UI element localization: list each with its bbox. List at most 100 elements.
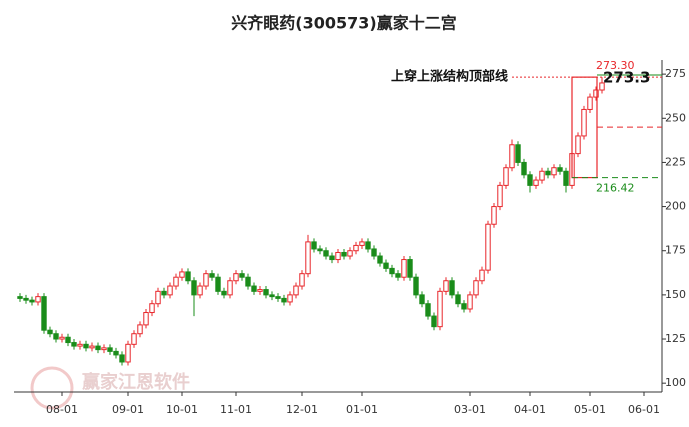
last-price: 273.3 [603,69,650,87]
candle-body [515,144,521,163]
candle-body [185,271,191,282]
candle-body [533,179,539,186]
candle-body [35,296,41,303]
candle-body [485,223,491,271]
candle-body [443,280,449,292]
y-tick-label: 175 [665,244,686,257]
y-tick-label: 225 [665,155,686,168]
chart-title: 兴齐眼药(300573)赢家十二宫 [231,14,456,33]
candle-body [581,108,587,137]
watermark-logo [30,366,74,410]
candle-body [425,303,431,317]
candle-body [59,336,65,340]
candle-body [71,342,77,347]
candle-body [227,280,233,296]
candle-body [113,350,119,356]
candle-body [149,303,155,314]
candle-body [329,255,335,261]
x-tick-label: 12-01 [286,403,318,416]
candle-body [95,345,101,351]
x-tick-label: 05-01 [574,403,606,416]
candle-body [287,294,293,303]
candle-body [383,262,389,269]
y-tick-label: 275 [665,67,686,80]
candle-body [191,280,197,296]
y-tick-label: 250 [665,111,686,124]
x-tick-label: 04-01 [514,403,546,416]
candle-body [143,312,149,326]
watermark: 赢家江恩软件 [82,371,190,393]
candle-body [407,259,413,278]
candle-body [437,290,443,328]
candle-body [389,267,395,275]
candle-body [419,294,425,305]
candle-body [371,248,377,257]
candle-body [167,285,173,296]
candle-body [563,170,569,186]
x-tick-label: 09-01 [112,403,144,416]
candle-body [413,276,419,296]
candle-body [449,280,455,296]
candle-body [503,167,509,186]
candle-body [83,343,89,349]
y-tick-label: 100 [665,376,686,389]
candle-body [257,289,263,292]
candle-body [347,250,353,257]
annotation: 上穿上涨结构顶部线 [391,69,508,85]
candle-body [41,296,47,331]
candle-body [509,144,515,169]
candle-body [155,290,161,305]
candle-body [575,135,581,155]
candle-body [431,315,437,328]
candle-body [161,290,167,296]
candle-body [455,294,461,305]
candle-body [551,167,557,176]
candle-body [353,244,359,252]
candle-body [305,241,311,275]
candle-body [269,294,275,298]
candle-body [209,273,215,278]
candle-body [101,347,107,351]
candle-body [539,170,545,181]
candle-body [545,170,551,176]
candle-body [251,285,257,292]
candle-body [107,347,113,352]
candle-body [119,354,125,363]
candle-body [497,184,503,208]
candle-body [239,273,245,278]
candle-body [365,241,371,250]
candle-body [593,89,599,98]
candle-body [557,167,563,172]
candle-body [395,273,401,278]
candle-body [197,285,203,296]
candle-body [335,251,341,261]
candle-body [17,296,23,299]
candle-body [53,333,59,340]
candle-body [299,273,305,287]
y-tick-label: 200 [665,200,686,213]
candle-body [323,250,329,257]
candle-body [521,161,527,176]
candle-body [311,241,317,250]
x-tick-label: 10-01 [166,403,198,416]
x-tick-label: 11-01 [220,403,252,416]
candle-body [245,276,251,287]
x-tick-label: 03-01 [454,403,486,416]
candle-body [461,303,467,310]
x-tick-label: 06-01 [628,403,660,416]
candle-body [173,276,179,287]
y-tick-label: 150 [665,288,686,301]
candle-body [467,294,473,310]
candle-body [131,333,137,345]
candle-body [473,280,479,296]
candle-body [47,329,53,335]
candle-body [23,297,29,301]
candle-body [215,276,221,292]
candle-body [125,343,131,363]
candle-body [29,299,35,303]
candle-body [179,271,185,278]
candle-body [401,259,407,278]
candle-body [599,82,605,91]
